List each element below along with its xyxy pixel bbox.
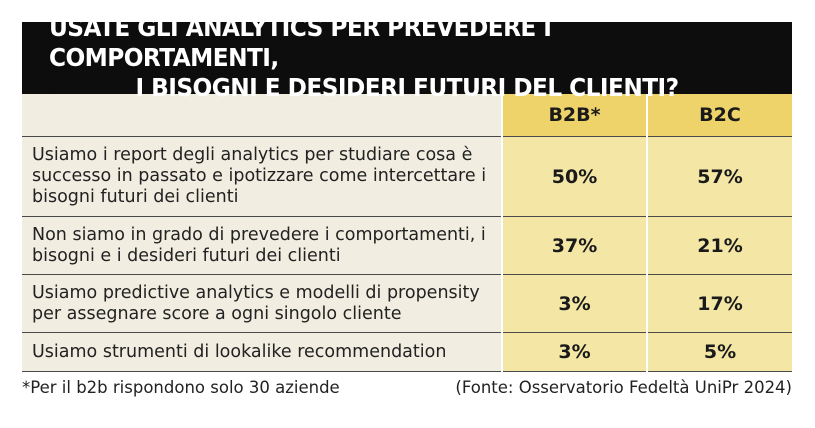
table-row: Usiamo strumenti di lookalike recommenda…: [22, 332, 792, 372]
footer: *Per il b2b rispondono solo 30 aziende (…: [22, 378, 792, 397]
b2c-value: 17%: [646, 274, 792, 333]
data-table: B2B* B2C Usiamo i report degli analytics…: [22, 94, 792, 372]
row-label: Usiamo strumenti di lookalike recommenda…: [22, 332, 502, 372]
b2b-value: 37%: [501, 216, 647, 275]
header-row: B2B* B2C: [22, 94, 792, 137]
table-row: Non siamo in grado di prevedere i compor…: [22, 216, 792, 275]
title-bar: USATE GLI ANALYTICS PER PREVEDERE I COMP…: [22, 13, 792, 102]
column-header-b2c: B2C: [646, 94, 792, 137]
column-header-b2b: B2B*: [501, 94, 647, 137]
b2c-value: 21%: [646, 216, 792, 275]
row-label: Usiamo predictive analytics e modelli di…: [22, 274, 502, 333]
b2c-value: 5%: [646, 332, 792, 372]
header-empty-cell: [22, 94, 502, 137]
source-credit: (Fonte: Osservatorio Fedeltà UniPr 2024): [455, 378, 792, 397]
table-row: Usiamo predictive analytics e modelli di…: [22, 274, 792, 333]
title-line-1: USATE GLI ANALYTICS PER PREVEDERE I COMP…: [48, 13, 552, 72]
row-label: Usiamo i report degli analytics per stud…: [22, 136, 502, 217]
b2b-value: 3%: [501, 274, 647, 333]
b2c-value: 57%: [646, 136, 792, 217]
title-line-2: I BISOGNI E DESIDERI FUTURI DEL CLIENTI?: [135, 73, 679, 102]
page-title: USATE GLI ANALYTICS PER PREVEDERE I COMP…: [48, 13, 766, 102]
infographic-table: USATE GLI ANALYTICS PER PREVEDERE I COMP…: [22, 13, 792, 372]
footnote: *Per il b2b rispondono solo 30 aziende: [22, 378, 340, 397]
table-row: Usiamo i report degli analytics per stud…: [22, 136, 792, 217]
b2b-value: 50%: [501, 136, 647, 217]
row-label: Non siamo in grado di prevedere i compor…: [22, 216, 502, 275]
b2b-value: 3%: [501, 332, 647, 372]
